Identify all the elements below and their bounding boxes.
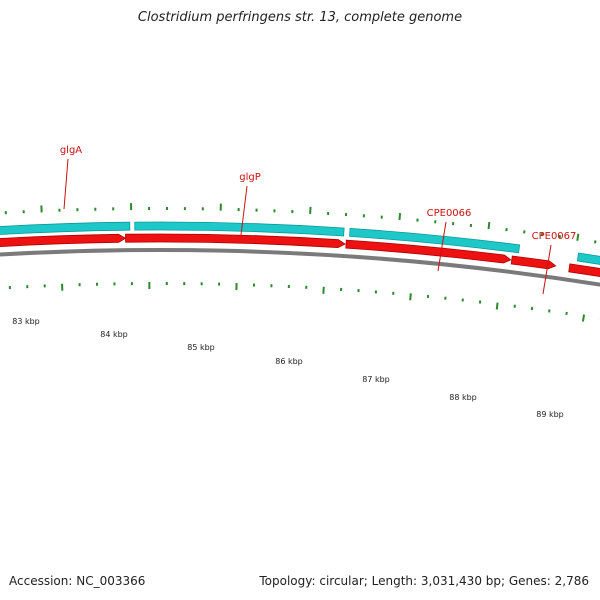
map-title: Clostridium perfringens str. 13, complet…	[137, 10, 463, 25]
reverse-strand-feature	[510, 255, 557, 270]
genome-summary-text: Topology: circular; Length: 3,031,430 bp…	[259, 574, 589, 588]
scale-label: 86 kbp	[275, 357, 303, 366]
forward-strand-feature	[576, 252, 600, 265]
inner-tick	[581, 314, 586, 322]
gene-label-leader	[240, 185, 248, 236]
accession-text: Accession: NC_003366	[9, 574, 146, 588]
gene-label-leader	[437, 221, 447, 272]
inner-tick	[409, 293, 412, 301]
outer-tick	[487, 221, 491, 230]
forward-strand-feature	[134, 221, 345, 237]
reverse-strand-feature	[568, 263, 600, 277]
reverse-strand-feature	[345, 239, 512, 264]
scale-label: 84 kbp	[100, 330, 128, 339]
genome-backbone	[0, 248, 600, 287]
gene-label-leader	[63, 158, 69, 210]
gene-label: glgA	[60, 145, 82, 156]
gene-label-leader	[542, 244, 552, 295]
feature-layer	[0, 221, 600, 287]
outer-tick	[576, 233, 580, 241]
label-layer: glgA glgP CPE0066 CPE0067 83 kbp 84 kbp 85 kbp…	[12, 145, 576, 419]
tick-layer	[4, 203, 600, 322]
forward-strand-feature	[0, 221, 131, 235]
forward-strand-feature	[349, 227, 521, 254]
scale-label: 87 kbp	[362, 375, 390, 384]
scale-label: 83 kbp	[12, 317, 40, 326]
scale-label: 89 kbp	[536, 410, 564, 419]
scale-label: 85 kbp	[187, 343, 215, 352]
gene-label: CPE0067	[532, 231, 577, 242]
outer-tick	[398, 213, 402, 221]
gene-label: CPE0066	[427, 208, 472, 219]
reverse-strand-feature	[125, 233, 346, 249]
reverse-strand-feature	[0, 233, 127, 247]
gene-label: glgP	[239, 172, 261, 183]
scale-label: 88 kbp	[449, 393, 477, 402]
inner-tick	[495, 302, 499, 310]
